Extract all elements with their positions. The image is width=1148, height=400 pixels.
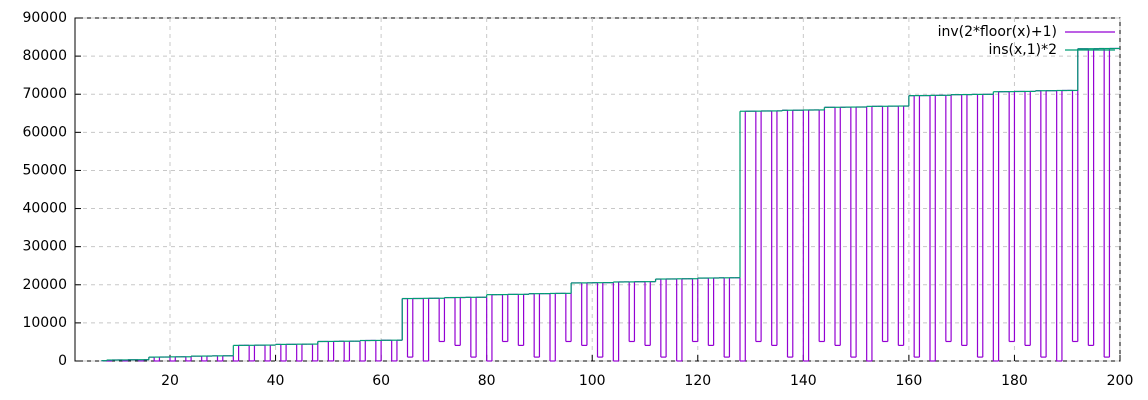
- x-tick-label: 20: [161, 373, 179, 389]
- x-tick-label: 180: [1001, 373, 1028, 389]
- y-tick-label: 60000: [22, 124, 67, 140]
- y-tick-label: 30000: [22, 239, 67, 255]
- x-tick-label: 200: [1107, 373, 1134, 389]
- x-tick-label: 100: [579, 373, 606, 389]
- y-tick-label: 40000: [22, 201, 67, 217]
- y-tick-label: 90000: [22, 10, 67, 26]
- y-tick-label: 70000: [22, 86, 67, 102]
- x-tick-label: 40: [267, 373, 285, 389]
- y-tick-label: 50000: [22, 162, 67, 178]
- x-tick-label: 140: [790, 373, 817, 389]
- legend-label: ins(x,1)*2: [988, 42, 1057, 58]
- y-tick-label: 80000: [22, 48, 67, 64]
- x-tick-label: 80: [478, 373, 496, 389]
- y-tick-label: 0: [58, 353, 67, 369]
- y-tick-label: 20000: [22, 277, 67, 293]
- y-tick-label: 10000: [22, 315, 67, 331]
- x-tick-label: 60: [372, 373, 390, 389]
- legend-label: inv(2*floor(x)+1): [938, 24, 1057, 40]
- x-tick-label: 160: [896, 373, 923, 389]
- x-tick-label: 120: [684, 373, 711, 389]
